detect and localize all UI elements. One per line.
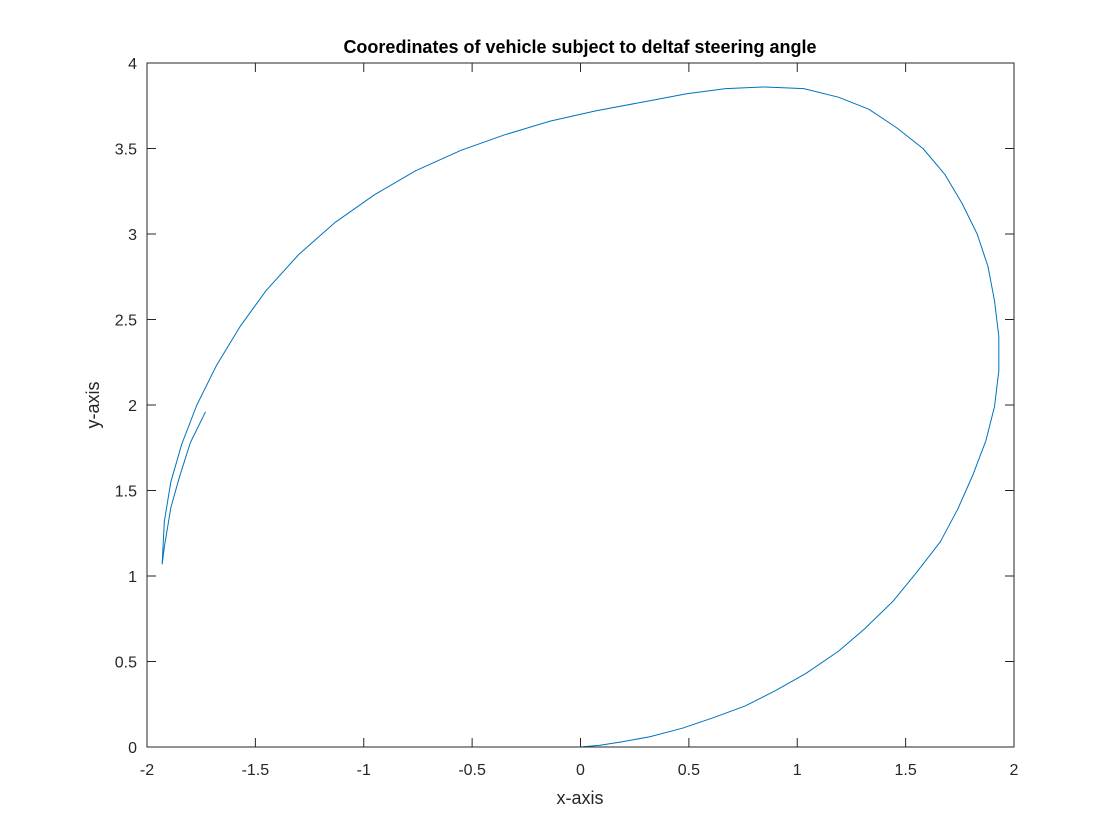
y-tick-label: 2 bbox=[128, 398, 137, 415]
y-tick-label: 0 bbox=[128, 740, 137, 757]
ticks-layer: -2 -1.5 -1 -0.5 0 0.5 1 1.5 2 0 0.5 1 1.5 2 2.5 3 3.5 4 bbox=[115, 56, 1019, 779]
x-tick-label: 1.5 bbox=[895, 762, 917, 779]
x-tick-label: 0 bbox=[576, 762, 585, 779]
series-line bbox=[161, 86, 1000, 748]
x-tick-label: -2 bbox=[140, 762, 154, 779]
y-tick-label: 4 bbox=[128, 56, 137, 73]
y-tick-label: 2.5 bbox=[115, 313, 137, 330]
y-tick-label: 1 bbox=[128, 569, 137, 586]
plot-area bbox=[147, 63, 1014, 747]
x-tick-label: -1.5 bbox=[242, 762, 270, 779]
y-tick-label: 0.5 bbox=[115, 655, 137, 672]
y-axis-label: y-axis bbox=[83, 381, 103, 428]
x-tick-label: 2 bbox=[1010, 762, 1019, 779]
x-tick-label: -1 bbox=[357, 762, 371, 779]
x-tick-label: -0.5 bbox=[458, 762, 486, 779]
plot-frame bbox=[146, 62, 1015, 748]
x-axis-label: x-axis bbox=[556, 788, 603, 808]
x-tick-label: 0.5 bbox=[678, 762, 700, 779]
chart-title: Cooredinates of vehicle subject to delta… bbox=[343, 37, 816, 57]
y-tick-label: 3 bbox=[128, 227, 137, 244]
y-tick-label: 1.5 bbox=[115, 484, 137, 501]
y-tick-label: 3.5 bbox=[115, 142, 137, 159]
series-layer bbox=[161, 86, 1000, 748]
x-tick-label: 1 bbox=[793, 762, 802, 779]
